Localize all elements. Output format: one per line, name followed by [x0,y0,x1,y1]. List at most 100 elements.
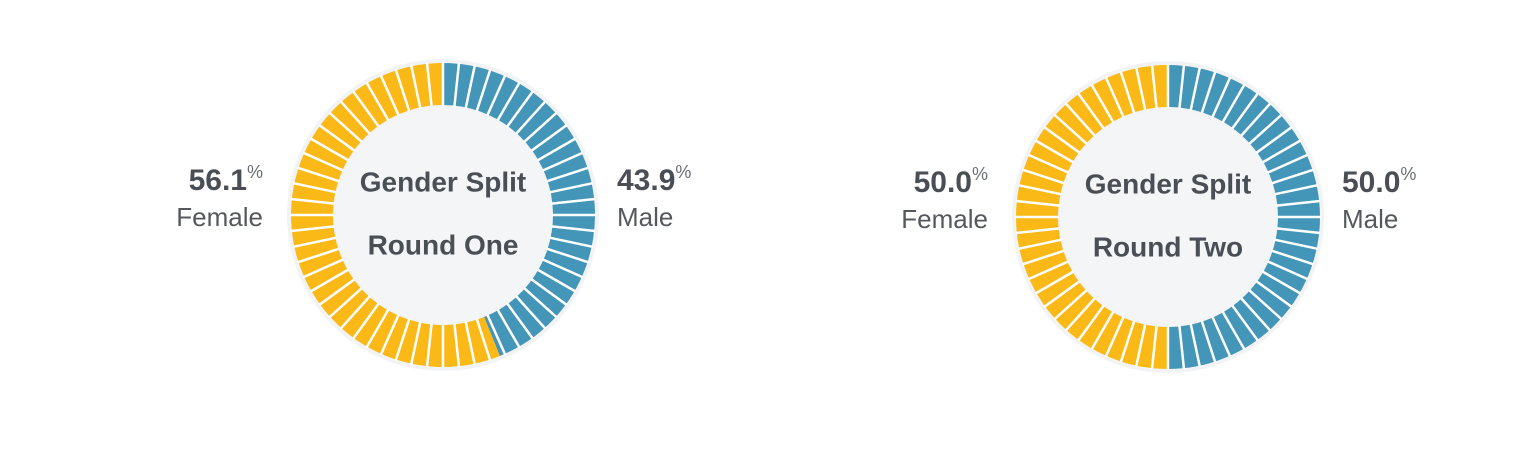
segment-divider [365,308,390,349]
segment-divider [1267,260,1309,281]
segment-divider [1053,289,1088,321]
segment-divider [1027,153,1069,174]
segment-divider [1134,323,1147,367]
segment-divider [1064,297,1096,332]
donut-subtitle: Round Two [1093,231,1243,262]
segment-divider [379,74,400,116]
donut-subtitle: Round One [368,229,519,260]
donut-center [1060,109,1276,325]
segment-divider [409,321,422,365]
segment-divider [515,295,547,330]
segment-divider [1018,238,1062,251]
segment-divider [1211,316,1232,358]
segment-divider [309,137,350,162]
value-number: 43.9 [617,164,675,197]
segment-divider [1276,199,1321,207]
segment-divider [1134,67,1147,111]
category-label: Male [1342,204,1398,234]
segment-divider [394,318,411,361]
donut-center [335,107,551,323]
value-label: 56.1% [189,162,263,197]
category-label: Female [176,202,263,232]
segment-divider [318,278,356,306]
segment-divider [290,225,335,233]
value-label: 50.0% [914,164,988,199]
segment-divider [515,100,547,135]
segment-divider [1271,249,1314,266]
segment-divider [1255,126,1293,154]
category-label: Female [901,204,988,234]
segment-divider [453,323,461,368]
segment-divider [475,69,492,112]
segment-divider [379,314,400,356]
segment-divider [1274,183,1318,196]
segment-divider [496,308,521,349]
segment-divider [328,111,363,143]
segment-divider [1077,92,1105,130]
value-unit: % [972,164,988,184]
segment-divider [328,287,363,319]
segment-divider [1119,71,1136,114]
donut-title: Gender Split [360,166,526,197]
segment-divider [523,287,558,319]
segment-divider [486,314,507,356]
segment-divider [1240,102,1272,137]
segment-divider [1090,83,1115,124]
segment-divider [1043,126,1081,154]
value-number: 56.1 [189,164,247,197]
segment-divider [297,247,340,264]
donut-segment [290,63,500,367]
value-number: 50.0 [1342,166,1400,199]
segment-divider [339,295,371,330]
segment-divider [530,278,568,306]
segment-divider [1027,260,1069,281]
segment-divider [1200,320,1217,363]
segment-divider [453,62,461,107]
segment-divider [1271,168,1314,185]
segment-divider [1189,323,1202,367]
segment-divider [549,181,593,194]
segment-divider [1221,310,1246,351]
segment-divider [464,321,477,365]
segment-divider [1211,76,1232,118]
donut-segment [1168,65,1320,369]
segment-divider [1150,64,1158,109]
segment-divider [1231,92,1259,130]
segment-divider [1053,113,1088,145]
segment-divider [1090,310,1115,351]
segment-divider [464,65,477,109]
segment-divider [551,197,596,205]
segment-divider [352,302,380,340]
segment-divider [1267,153,1309,174]
segment-divider [1274,238,1318,251]
donut-segment [443,63,595,356]
segment-divider [1015,199,1060,207]
segment-divider [394,69,411,112]
segment-divider [1064,102,1096,137]
segment-divider [1276,227,1321,235]
segment-divider [536,268,577,293]
segment-divider [1104,76,1125,118]
value-number: 50.0 [914,166,972,199]
value-unit: % [1400,164,1416,184]
segment-divider [475,318,492,361]
segment-divider [1248,289,1283,321]
segment-divider [1034,270,1075,295]
segment-divider [302,151,344,172]
value-unit: % [247,162,263,182]
segment-divider [486,74,507,116]
segment-divider [409,65,422,109]
segment-divider [523,111,558,143]
segment-divider [290,197,335,205]
segment-divider [546,166,589,183]
segment-divider [1077,304,1105,342]
segment-divider [1261,139,1302,164]
segment-divider [1119,320,1136,363]
segment-divider [293,236,337,249]
segment-divider [425,323,433,368]
segment-divider [365,81,390,122]
segment-divider [1240,297,1272,332]
value-label: 50.0% [1342,164,1416,199]
